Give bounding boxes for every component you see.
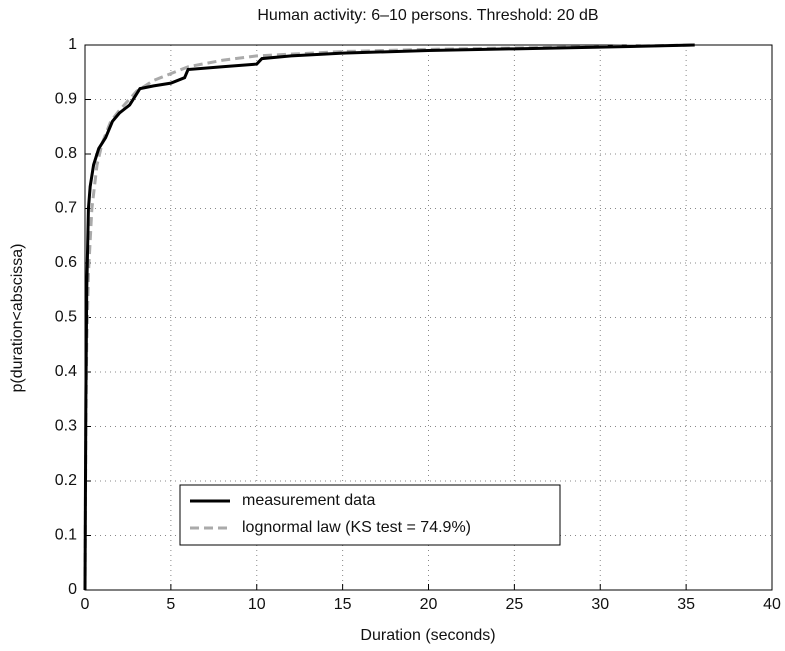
- x-tick-label: 5: [166, 596, 175, 613]
- data-line: [83, 43, 695, 591]
- chart-title: Human activity: 6–10 persons. Threshold:…: [257, 7, 598, 24]
- y-tick-label: 0.7: [55, 200, 77, 217]
- y-tick-label: 0.8: [55, 145, 77, 162]
- x-tick-label: 30: [591, 596, 609, 613]
- x-tick-label: 15: [334, 596, 352, 613]
- x-axis-label: Duration (seconds): [360, 627, 495, 644]
- y-tick-label: 0.4: [55, 363, 77, 380]
- legend-box: [179, 484, 561, 546]
- y-tick-label: 0.6: [55, 254, 77, 271]
- x-tick-label: 20: [420, 596, 438, 613]
- legend-label: lognormal law (KS test = 74.9%): [242, 519, 471, 536]
- x-tick-label: 0: [81, 596, 90, 613]
- y-tick-label: 0.9: [55, 91, 77, 108]
- y-tick-label: 0.2: [55, 472, 77, 489]
- y-tick-label: 0.3: [55, 418, 77, 435]
- data-line: [83, 43, 695, 591]
- y-tick-label: 0.1: [55, 527, 77, 544]
- legend-label: measurement data: [242, 492, 376, 509]
- y-tick-label: 0.5: [55, 309, 77, 326]
- x-tick-label: 40: [763, 596, 781, 613]
- x-tick-label: 10: [248, 596, 266, 613]
- x-tick-label: 25: [505, 596, 523, 613]
- plot-frame: [84, 44, 773, 591]
- x-tick-label: 35: [677, 596, 695, 613]
- y-axis-label: p(duration<abscissa): [9, 244, 26, 393]
- y-tick-label: 0: [68, 581, 77, 598]
- y-tick-label: 1: [68, 36, 77, 53]
